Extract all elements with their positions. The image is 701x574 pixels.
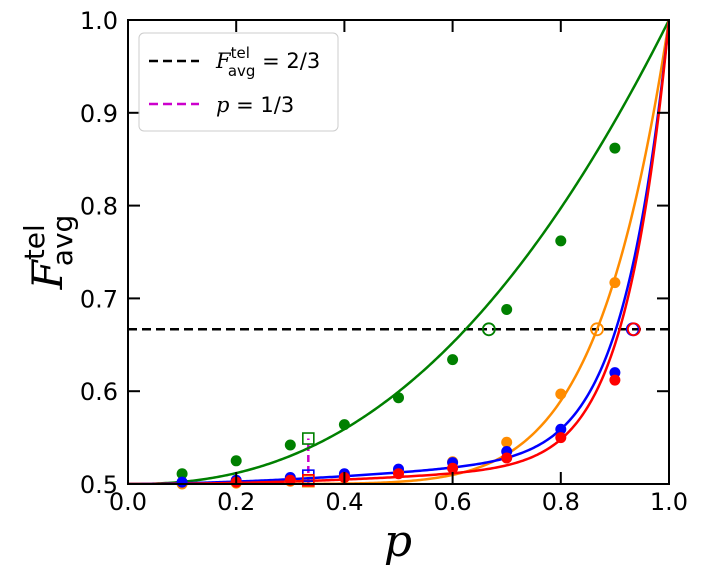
data-point-0 [555, 235, 567, 247]
y-axis-title-sup: tel [18, 224, 51, 260]
data-point-3 [393, 468, 404, 480]
series-points [176, 142, 641, 490]
x-tick-label: 0.2 [217, 488, 255, 516]
data-point-0 [338, 419, 350, 431]
data-point-3 [447, 462, 459, 474]
series-line-0 [128, 20, 669, 484]
data-point-1 [555, 388, 567, 400]
data-point-0 [176, 468, 188, 480]
data-point-0 [501, 304, 513, 316]
legend-label-threshold: Ftel avg = 2/3 [215, 44, 320, 80]
y-axis-title: Ftelavg [18, 215, 79, 291]
data-point-2 [555, 423, 567, 435]
axis-ticks [127, 19, 670, 485]
y-axis-title-sub: avg [46, 215, 79, 267]
y-tick-label: 0.6 [80, 378, 118, 406]
p-third-marker-0 [302, 432, 315, 445]
svg-text:Ftelavg: Ftelavg [18, 215, 79, 291]
y-tick-label: 0.5 [80, 471, 118, 499]
crossing-marker-3 [626, 322, 641, 337]
x-tick-label: 0.0 [109, 488, 147, 516]
reference-lines [128, 328, 669, 484]
crossing-marker-1 [590, 322, 604, 337]
tick-labels: 0.0 0.2 0.4 0.6 0.8 1.0 0.5 0.6 0.7 0.8 0.9 1.0 [80, 7, 688, 516]
series-line-1 [128, 20, 669, 484]
x-tick-label: 0.8 [542, 488, 580, 516]
x-tick-label: 0.6 [434, 488, 472, 516]
data-point-0 [609, 142, 621, 154]
data-point-0 [447, 354, 459, 366]
y-tick-label: 0.8 [80, 193, 118, 221]
data-point-3 [501, 452, 513, 464]
data-point-2 [176, 476, 188, 488]
x-tick-label: 1.0 [650, 488, 688, 516]
legend-box [138, 32, 339, 132]
y-tick-label: 1.0 [80, 7, 118, 35]
crossing-marker-0 [481, 322, 496, 337]
data-point-0 [230, 455, 242, 467]
data-point-3 [555, 432, 567, 444]
y-tick-label: 0.9 [80, 100, 118, 128]
data-point-1 [609, 277, 621, 289]
data-point-0 [284, 439, 296, 451]
x-axis-title: p [384, 516, 412, 567]
legend-label-p-third: p = 1/3 [216, 93, 294, 117]
data-point-3 [609, 374, 621, 386]
plot-frame [127, 19, 670, 485]
x-tick-label: 0.4 [325, 488, 363, 516]
data-point-0 [393, 392, 404, 404]
y-axis-title-main: F [23, 258, 72, 290]
legend: Ftel avg = 2/3 p = 1/3 [138, 32, 339, 132]
y-tick-label: 0.7 [80, 285, 118, 313]
p-third-marker-3 [302, 473, 315, 487]
data-point-1 [501, 436, 513, 448]
